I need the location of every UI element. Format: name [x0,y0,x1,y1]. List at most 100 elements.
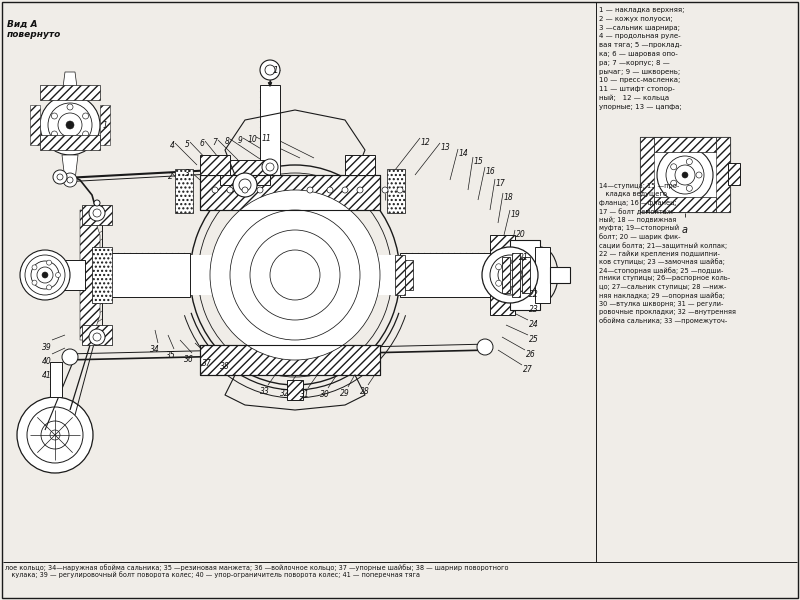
Bar [502,257,510,293]
Polygon shape [30,105,40,145]
Circle shape [40,95,100,155]
Bar [287,380,303,400]
Text: 4: 4 [170,141,174,150]
Circle shape [657,147,713,203]
Circle shape [67,177,73,183]
Text: кулака; 39 — регулировочный болт поворота колес; 40 — упор-ограничитель поворота: кулака; 39 — регулировочный болт поворот… [5,571,420,578]
Bar [50,362,62,397]
Text: обойма сальника; 33 —промежуточ-: обойма сальника; 33 —промежуточ- [599,317,727,324]
Bar [395,255,405,295]
Bar [728,163,740,185]
Polygon shape [100,105,110,145]
Text: 8: 8 [225,137,230,146]
Circle shape [357,187,363,193]
Text: фланца; 16 —фланец;: фланца; 16 —фланец; [599,200,677,206]
Circle shape [675,165,695,185]
Text: 5: 5 [185,140,190,149]
Circle shape [46,285,51,290]
Text: 11: 11 [262,134,272,143]
Bar [345,155,375,175]
Circle shape [62,349,78,365]
Text: ка; 6 — шаровая опо-: ка; 6 — шаровая опо- [599,51,678,57]
Circle shape [696,172,702,178]
Circle shape [498,263,522,287]
Text: 31: 31 [300,390,310,399]
Bar [200,345,380,375]
Text: няя накладка; 29 —опорная шайба;: няя накладка; 29 —опорная шайба; [599,292,725,299]
Bar [400,253,490,297]
Bar [716,137,730,212]
Circle shape [250,230,340,320]
Text: 1 — накладка верхняя;: 1 — накладка верхняя; [599,7,685,13]
Text: 12: 12 [421,138,430,147]
Circle shape [686,158,692,164]
Text: 34: 34 [150,345,160,354]
Text: сации болта; 21—защитный колпак;: сации болта; 21—защитный колпак; [599,242,727,248]
Circle shape [82,113,89,119]
Text: ный; 18 — подвижная: ный; 18 — подвижная [599,217,676,223]
Bar [640,137,730,212]
Text: 24: 24 [529,320,538,329]
Text: 14—ступица; 15 —про-: 14—ступица; 15 —про- [599,183,679,189]
Text: 2: 2 [168,172,173,181]
Text: 10: 10 [248,135,258,144]
Bar [200,175,380,210]
Text: Вид А: Вид А [7,20,38,29]
Text: 1: 1 [273,66,278,75]
Bar [220,160,270,185]
Circle shape [25,255,65,295]
Text: 13: 13 [441,143,450,152]
Circle shape [42,272,48,278]
Text: 22: 22 [529,290,538,299]
Circle shape [496,264,502,270]
Text: 4 — продольная руле-: 4 — продольная руле- [599,34,681,40]
Polygon shape [80,210,100,340]
Text: 29: 29 [340,389,350,398]
Text: 6: 6 [199,139,205,148]
Circle shape [490,255,530,295]
Bar [654,197,716,212]
Text: повернуто: повернуто [7,30,62,39]
Text: 19: 19 [511,210,521,219]
Circle shape [89,205,105,221]
Circle shape [58,113,82,137]
Circle shape [482,247,538,303]
Text: 23: 23 [529,305,538,314]
Text: ный;   12 — кольца: ный; 12 — кольца [599,95,669,101]
Bar [510,240,540,310]
Text: 17 — болт демонтаж-: 17 — болт демонтаж- [599,208,675,215]
Bar [387,169,405,213]
Text: 10 — пресс-масленка;: 10 — пресс-масленка; [599,77,680,83]
Text: 32: 32 [280,389,290,398]
Bar [490,235,515,315]
Circle shape [89,329,105,345]
Bar [200,345,380,375]
Circle shape [230,210,360,340]
Circle shape [327,187,333,193]
Text: 24—стопорная шайба; 25 —подши-: 24—стопорная шайба; 25 —подши- [599,267,723,274]
Text: 3: 3 [185,169,190,178]
Text: 15: 15 [474,157,484,166]
Circle shape [242,187,248,193]
Text: 2 — кожух полуоси;: 2 — кожух полуоси; [599,16,673,22]
Text: ков ступицы; 23 —замочная шайба;: ков ступицы; 23 —замочная шайба; [599,259,725,265]
Circle shape [37,267,53,283]
Bar [640,137,654,212]
Text: 38: 38 [220,362,230,371]
Bar [40,135,100,150]
Circle shape [477,339,493,355]
Bar [405,260,413,290]
Text: 26: 26 [526,350,536,359]
Circle shape [212,187,218,193]
Circle shape [257,187,263,193]
Text: 17: 17 [496,179,506,188]
Circle shape [239,179,251,191]
Bar [550,267,570,283]
Circle shape [67,104,73,110]
Text: 21: 21 [519,253,529,262]
Circle shape [262,159,278,175]
Circle shape [94,200,100,206]
Circle shape [505,270,515,280]
Circle shape [20,250,70,300]
Circle shape [266,163,274,171]
